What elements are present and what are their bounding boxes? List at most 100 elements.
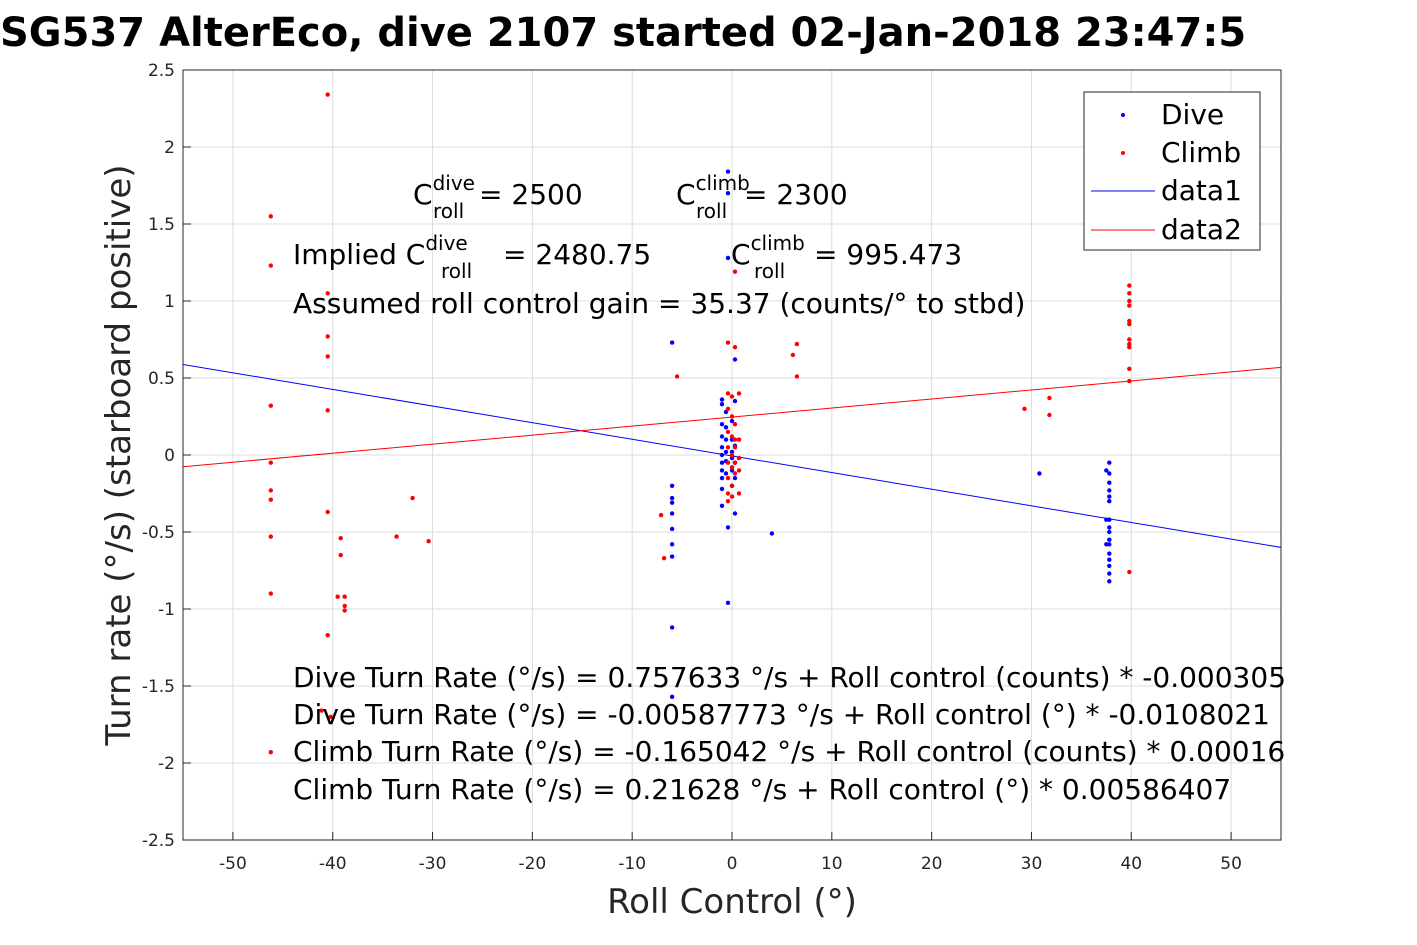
climb-points — [268, 92, 1132, 755]
y-tick-label: 1.5 — [148, 215, 175, 235]
climb-point — [1127, 341, 1132, 347]
climb-point — [1127, 378, 1132, 384]
c-roll-climb-main: C — [676, 178, 696, 211]
implied-climb-sub: roll — [754, 259, 785, 283]
fit-line-dive-counts: Dive Turn Rate (°/s) = 0.757633 °/s + Ro… — [293, 661, 1286, 694]
c-roll-climb-annotation: Cclimb roll = 2300 — [676, 171, 848, 223]
climb-point — [1047, 412, 1052, 418]
climb-point — [1127, 337, 1132, 342]
dive-point — [732, 475, 738, 481]
dive-point — [1037, 471, 1042, 476]
dive-point — [725, 600, 731, 605]
dive-point — [1107, 529, 1112, 535]
implied-dive-value: = 2480.75 — [494, 238, 651, 271]
dive-point — [719, 402, 725, 407]
dive-point — [719, 434, 725, 439]
climb-point — [736, 491, 742, 496]
dive-point — [725, 255, 731, 261]
x-tick-label: 50 — [1220, 854, 1242, 874]
dive-point — [669, 526, 675, 532]
climb-point — [725, 475, 731, 481]
c-roll-dive-annotation: Cdive roll = 2500 — [413, 171, 583, 223]
climb-point — [338, 552, 343, 558]
fit-line-climb-counts: Climb Turn Rate (°/s) = -0.165042 °/s + … — [293, 735, 1285, 768]
legend-data2-label: data2 — [1161, 213, 1242, 246]
dive-point — [729, 468, 735, 473]
legend-dive-marker — [1121, 113, 1125, 117]
dive-point — [723, 471, 729, 476]
climb-point — [335, 594, 340, 599]
climb-point — [1127, 291, 1132, 296]
climb-point — [328, 714, 333, 719]
c-roll-dive-value: = 2500 — [470, 178, 583, 211]
climb-point — [736, 455, 742, 461]
climb-point — [729, 394, 735, 399]
climb-point — [729, 434, 735, 439]
x-tick-label: -50 — [219, 854, 247, 874]
climb-point — [725, 429, 731, 435]
dive-point — [723, 425, 729, 430]
climb-point — [325, 92, 330, 97]
dive-point — [725, 525, 731, 530]
c-roll-climb-value: = 2300 — [735, 178, 848, 211]
dive-point — [719, 475, 725, 481]
y-tick-label: -0.5 — [142, 523, 175, 543]
climb-point — [729, 494, 735, 499]
climb-point — [725, 391, 731, 396]
climb-point — [342, 603, 347, 609]
dive-point — [1107, 542, 1112, 547]
fit-line-dive-degrees: Dive Turn Rate (°/s) = -0.00587773 °/s +… — [293, 698, 1270, 731]
dive-point — [1107, 517, 1112, 522]
climb-point — [736, 437, 742, 442]
y-tick-label: 2.5 — [148, 61, 175, 81]
dive-point — [669, 340, 675, 345]
dive-point — [1107, 551, 1112, 556]
dive-point — [1107, 480, 1112, 485]
dive-point — [1107, 494, 1112, 499]
x-tick-label: 40 — [1120, 854, 1142, 874]
legend-data1-label: data1 — [1161, 174, 1242, 207]
dive-point — [669, 625, 675, 630]
dive-point — [1107, 499, 1112, 504]
y-tick-label: 1 — [164, 292, 175, 312]
dive-point — [719, 397, 725, 402]
climb-point — [325, 291, 330, 296]
dive-point — [669, 542, 675, 547]
dive-point — [719, 452, 725, 458]
implied-dive-annotation: Implied Cdive roll = 2480.75 — [293, 231, 651, 283]
climb-point — [725, 460, 731, 465]
climb-point — [790, 352, 796, 358]
dive-point — [669, 511, 675, 516]
climb-point — [342, 608, 347, 613]
dive-point — [1104, 468, 1109, 473]
c-roll-dive-sub: roll — [433, 199, 464, 223]
dive-point — [719, 445, 725, 450]
climb-point — [325, 408, 330, 413]
dive-point — [719, 460, 725, 465]
implied-climb-annotation: Cclimb roll = 995.473 — [731, 231, 962, 283]
dive-point — [725, 191, 731, 196]
climb-point — [1022, 406, 1027, 411]
legend-climb-label: Climb — [1161, 136, 1241, 169]
dive-point — [769, 531, 775, 536]
dive-point — [719, 503, 725, 508]
climb-point — [725, 406, 731, 411]
climb-point — [729, 483, 735, 488]
climb-point — [674, 374, 680, 379]
dive-point — [1107, 471, 1112, 476]
fit-line-climb-degrees: Climb Turn Rate (°/s) = 0.21628 °/s + Ro… — [293, 773, 1231, 806]
x-tick-label: 30 — [1021, 854, 1043, 874]
dive-point — [732, 357, 738, 362]
climb-point — [729, 414, 735, 419]
dive-point — [1107, 537, 1112, 542]
c-roll-climb-sub: roll — [696, 199, 727, 223]
dive-point — [729, 418, 735, 424]
dive-point — [1107, 571, 1112, 576]
dive-point — [1107, 557, 1112, 562]
x-tick-label: -40 — [319, 854, 347, 874]
x-axis-label: Roll Control (°) — [607, 882, 857, 922]
climb-point — [268, 403, 273, 408]
climb-point — [1127, 345, 1132, 350]
climb-point — [725, 499, 731, 504]
x-axis: -50 -40 -30 -20 -10 0 10 20 30 40 50 — [219, 832, 1242, 874]
